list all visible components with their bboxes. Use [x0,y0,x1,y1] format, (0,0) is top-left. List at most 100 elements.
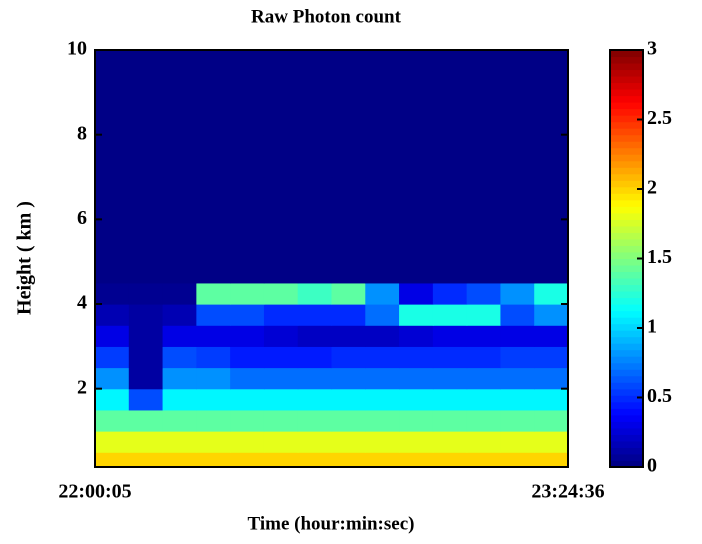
heat-cell [162,113,197,136]
colorbar-swatch [610,102,643,110]
heat-cell [297,198,333,220]
heat-cell [196,261,231,284]
heat-cell [230,71,265,93]
heat-cell [331,388,366,411]
heat-cell [196,452,231,468]
colorbar-swatch [610,134,643,142]
heat-cell [196,198,231,220]
colorbar-tick-label: 0 [647,455,657,477]
colorbar-tick-label: 0.5 [647,385,672,407]
heat-cell [196,155,231,178]
x-axis-label: Time (hour:min:sec) [248,513,415,534]
colorbar-swatch [610,147,643,155]
colorbar-swatch [610,173,643,181]
heat-cell [263,282,299,305]
colorbar-tick-label: 1.5 [647,246,672,268]
heat-cell [365,282,400,305]
heat-cell [399,304,434,326]
heat-cell [128,113,164,136]
heat-cell [162,240,197,263]
y-tick-label: 8 [77,122,87,144]
heat-cell [263,177,299,199]
heat-cell [263,388,299,411]
heat-cell [297,367,333,390]
heat-cell [500,50,535,72]
heat-cell [263,325,299,347]
colorbar-swatch [610,440,643,448]
heat-cell [500,92,535,115]
heat-cell [297,71,333,93]
colorbar-swatch [610,212,643,220]
heat-cell [95,261,130,284]
heat-cell [365,346,400,369]
heat-cell [230,431,265,453]
heat-cell [230,388,265,411]
heat-cell [432,388,468,411]
heat-cell [534,304,569,326]
heat-cell [500,261,535,284]
heat-cell [331,304,366,326]
y-tick-label: 2 [77,376,87,398]
heat-cell [432,409,468,432]
heat-cell [95,325,130,347]
heat-cell [162,155,197,178]
heat-cell [263,304,299,326]
colorbar-swatch [610,160,643,168]
heat-cell [196,431,231,453]
heat-cell [95,240,130,263]
heat-cell [263,452,299,468]
colorbar-swatch [610,69,643,77]
y-tick-label: 10 [67,38,87,60]
heat-cell [128,134,164,157]
heat-cell [128,261,164,284]
colorbar-swatch [610,304,643,312]
heat-cell [162,431,197,453]
heat-cell [331,155,366,178]
colorbar-swatch [610,375,643,383]
colorbar-swatch [610,284,643,292]
y-tick-label: 4 [77,292,87,314]
colorbar-swatch [610,265,643,273]
heat-cell [466,198,502,220]
heat-cell [95,71,130,93]
heat-cell [230,198,265,220]
heat-cell [399,134,434,157]
heat-cell [534,261,569,284]
heat-cell [196,409,231,432]
heat-cell [297,431,333,453]
heat-cell [365,134,400,157]
heat-cell [196,219,231,242]
heat-cell [432,325,468,347]
heat-cell [230,409,265,432]
colorbar-swatch [610,343,643,351]
heat-cell [331,431,366,453]
heat-cell [466,367,502,390]
heat-cell [196,113,231,136]
heat-cell [534,240,569,263]
heat-cell [331,409,366,432]
heat-cell [95,219,130,242]
heat-cell [534,219,569,242]
heat-cell [128,50,164,72]
heat-cell [331,134,366,157]
heat-cell [297,346,333,369]
heat-cell [128,452,164,468]
heat-cell [500,282,535,305]
colorbar-swatch [610,238,643,246]
heat-cell [534,71,569,93]
colorbar-swatch [610,447,643,455]
heat-cell [95,346,130,369]
plot-frame [94,49,569,468]
colorbar-swatch [610,453,643,461]
colorbar-swatch [610,167,643,175]
colorbar-swatch [610,460,643,468]
colorbar-swatch [610,258,643,266]
heat-cell [230,240,265,263]
heat-cell [466,388,502,411]
colorbar-swatch [610,115,643,123]
heat-cell [230,325,265,347]
heat-cell [230,282,265,305]
heat-cell [500,71,535,93]
heat-cell [432,155,468,178]
